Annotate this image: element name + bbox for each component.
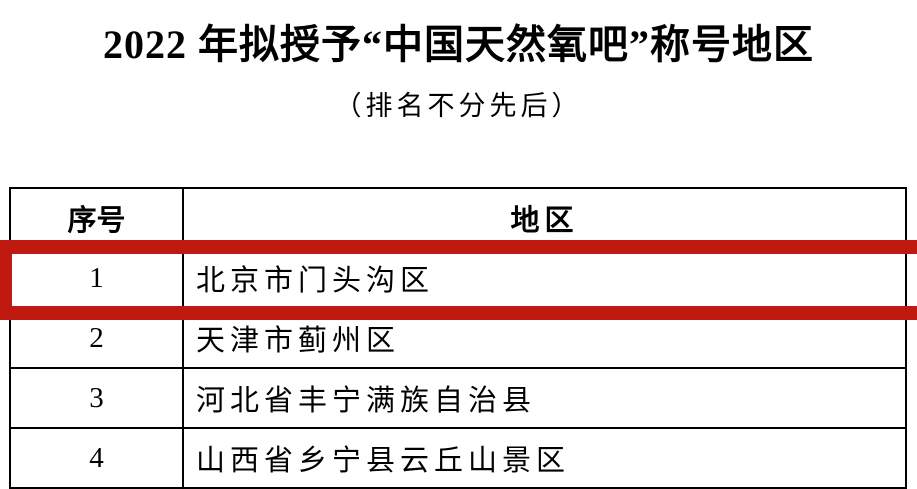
- page-subtitle: （排名不分先后）: [334, 91, 583, 122]
- row-index: 4: [9, 427, 184, 489]
- regions-table: 序号 地区 1 北京市门头沟区 2 天津市蓟州区 3 河北省丰宁满族自治县 4 …: [9, 187, 907, 489]
- header-region: 地区: [182, 187, 907, 249]
- table-row: 4 山西省乡宁县云丘山景区: [9, 427, 907, 489]
- header-index: 序号: [9, 187, 184, 249]
- row-region: 河北省丰宁满族自治县: [182, 367, 907, 429]
- row-region: 北京市门头沟区: [182, 247, 907, 309]
- table-header-row: 序号 地区: [9, 187, 907, 249]
- row-index: 3: [9, 367, 184, 429]
- table-row: 1 北京市门头沟区: [9, 247, 907, 309]
- row-index: 1: [9, 247, 184, 309]
- page-title: 2022 年拟授予“中国天然氧吧”称号地区: [103, 22, 814, 67]
- highlight-box: [0, 240, 917, 320]
- row-region: 山西省乡宁县云丘山景区: [182, 427, 907, 489]
- table-row: 3 河北省丰宁满族自治县: [9, 367, 907, 429]
